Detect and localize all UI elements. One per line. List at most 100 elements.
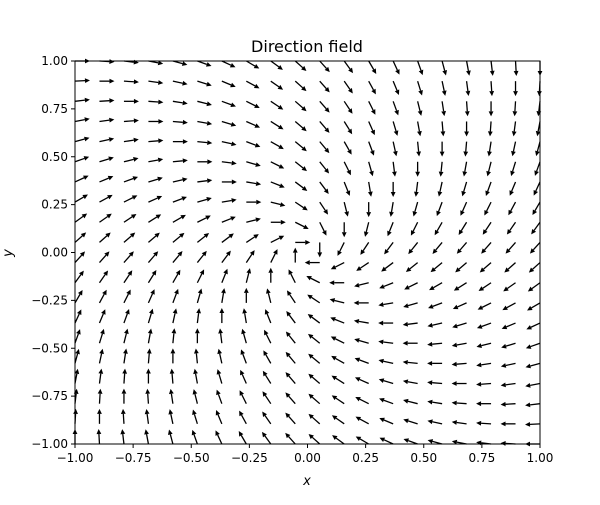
field-arrow-shaft (487, 181, 492, 192)
field-arrow-shaft (99, 158, 110, 163)
field-arrow-head (182, 177, 188, 183)
field-arrow-head (171, 328, 177, 334)
field-arrow-shaft (170, 413, 174, 424)
field-arrow-head (303, 224, 309, 229)
field-arrow-shaft (439, 181, 443, 192)
field-arrow-shaft (221, 120, 232, 125)
field-arrow-head (347, 87, 353, 94)
field-arrow (329, 280, 345, 286)
field-arrow (148, 119, 164, 124)
field-arrow-head (83, 156, 90, 161)
field-arrow-head (369, 150, 375, 156)
field-arrow (264, 329, 272, 344)
field-arrow-head (254, 123, 261, 128)
field-arrow (392, 141, 398, 157)
field-arrow (500, 382, 516, 388)
field-arrow-head (231, 179, 237, 185)
field-arrow (221, 160, 237, 166)
field-arrow-shaft (123, 120, 134, 123)
field-arrow-head (144, 429, 149, 435)
field-arrow (219, 308, 225, 324)
field-arrow-shaft (172, 160, 183, 163)
field-arrow-head (506, 229, 512, 235)
field-arrow-head (301, 65, 307, 72)
field-arrow-shaft (122, 433, 125, 445)
field-arrow-shaft (270, 141, 280, 148)
field-arrow-shaft (463, 181, 468, 192)
field-arrow-shaft (407, 440, 418, 445)
field-arrow (379, 437, 394, 445)
field-arrow-head (369, 170, 374, 177)
field-arrow-head (81, 213, 88, 219)
field-arrow (270, 120, 284, 130)
field-arrow-head (525, 344, 532, 349)
field-arrow (527, 282, 541, 292)
field-arrow (172, 232, 185, 243)
field-arrow (193, 368, 199, 384)
field-arrow (537, 81, 542, 97)
field-arrow-head (103, 270, 109, 276)
field-arrow (238, 431, 247, 445)
field-arrow (197, 80, 212, 87)
field-arrow-shaft (407, 420, 418, 425)
field-arrow (74, 175, 89, 183)
field-arrow-shaft (319, 80, 327, 90)
field-arrow (246, 161, 261, 167)
field-arrow (246, 181, 262, 186)
field-arrow-head (253, 234, 259, 239)
field-arrow (270, 249, 278, 263)
field-arrow-head (534, 170, 539, 176)
field-arrow (414, 181, 419, 197)
field-arrow-head (84, 97, 90, 103)
field-arrow (194, 328, 200, 344)
field-arrow (503, 282, 516, 292)
field-arrow-head (305, 240, 311, 245)
field-arrow (270, 100, 284, 110)
field-arrow (74, 156, 90, 163)
field-arrow (99, 78, 115, 84)
field-arrow (294, 141, 307, 152)
field-arrow-head (301, 166, 307, 172)
field-arrow-head (501, 324, 508, 330)
field-arrow-head (108, 156, 114, 162)
field-arrow (427, 360, 443, 366)
field-arrow-shaft (123, 139, 134, 143)
field-arrow-shaft (311, 356, 321, 364)
field-arrow (317, 242, 323, 258)
field-arrow-head (324, 107, 330, 113)
field-arrow-head (206, 178, 213, 184)
field-arrow-shaft (294, 141, 304, 149)
field-arrow-head (231, 141, 237, 147)
field-arrow-head (182, 119, 188, 125)
field-arrow-head (525, 402, 531, 408)
field-arrow-head (101, 309, 106, 315)
field-arrow (532, 201, 541, 216)
field-arrow-head (130, 213, 137, 219)
field-arrow-head (131, 195, 138, 200)
field-arrow-head (500, 421, 506, 427)
field-arrow-shaft (384, 262, 394, 270)
field-arrow-head (344, 211, 349, 217)
field-arrow-head (529, 248, 536, 254)
field-arrow-shaft (123, 274, 131, 284)
field-arrow-head (347, 108, 353, 114)
field-arrow (427, 341, 443, 347)
field-arrow-head (510, 170, 515, 177)
field-arrow (330, 336, 345, 344)
x-tick-label: 1.00 (527, 451, 554, 465)
field-arrow-head (371, 88, 376, 95)
field-arrow-shaft (506, 322, 516, 328)
field-arrow (221, 198, 237, 203)
field-arrow (270, 60, 283, 70)
field-arrow-shaft (265, 333, 272, 344)
field-arrow-shaft (358, 339, 369, 344)
field-arrow (366, 202, 372, 218)
field-arrow-shaft (288, 415, 296, 425)
field-arrow-shaft (481, 382, 492, 385)
field-arrow-head (525, 363, 531, 369)
field-arrow (353, 300, 369, 306)
field-arrow-head (440, 131, 446, 137)
field-arrow-head (378, 339, 384, 345)
field-arrow-head (392, 171, 397, 177)
field-arrow (308, 413, 321, 425)
